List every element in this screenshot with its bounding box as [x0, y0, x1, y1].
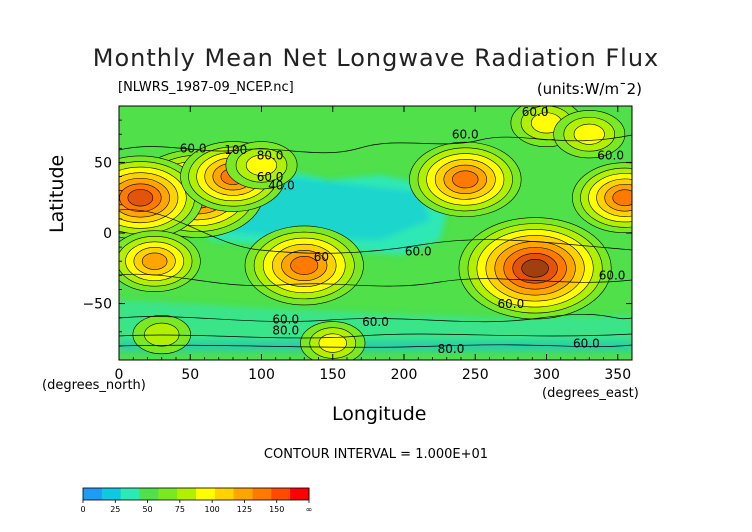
- colorbar-swatch: [252, 488, 272, 500]
- contour-label: 100: [224, 143, 247, 157]
- dataset-filename: [NLWRS_1987-09_NCEP.nc]: [118, 80, 294, 95]
- hotspot-9: [553, 110, 626, 159]
- contour-label: 40.0: [268, 178, 295, 192]
- contour-label: 80.0: [257, 149, 284, 163]
- x-tick-label: 0: [115, 367, 124, 383]
- chart-title: Monthly Mean Net Longwave Radiation Flux: [92, 44, 660, 72]
- colorbar-swatch: [214, 488, 235, 500]
- hotspot-level-90: [318, 333, 347, 353]
- hotspot-level-90: [246, 155, 277, 176]
- colorbar-swatch: [233, 488, 253, 500]
- contour-label: 60.0: [257, 170, 284, 184]
- plot-area: 60.0 100 80.060.040.060 60.060.060.060.060.…: [119, 105, 632, 360]
- x-tick-label: 250: [462, 367, 489, 383]
- colorbar-frame: [82, 487, 310, 501]
- contour-interval-note: CONTOUR INTERVAL = 1.000E+01: [263, 447, 489, 462]
- contour-label: 60.0: [522, 105, 549, 119]
- colorbar-tick-label: 0: [80, 505, 85, 514]
- high-flux-regions: [119, 106, 632, 360]
- contour-label: 60.0: [272, 312, 299, 326]
- y-axis-unit-label: (degrees_north): [42, 378, 146, 393]
- contour-label: 60.0: [597, 149, 624, 163]
- contour-label: 80.0: [272, 324, 299, 338]
- contour-label: 60.0: [599, 269, 626, 283]
- colorbar-swatch: [196, 488, 216, 500]
- x-tick-label: 200: [391, 367, 418, 383]
- hotspot-level-80: [144, 323, 180, 347]
- colorbar-swatch: [139, 488, 159, 500]
- colorbar-tick-label: 150: [269, 505, 284, 514]
- colorbar-swatch: [83, 488, 103, 500]
- x-axis-unit-label: (degrees_east): [542, 386, 639, 401]
- colorbar-swatch: [158, 488, 178, 500]
- y-axis-ticks: 50 0 −50: [82, 119, 632, 347]
- hotspot-1: [119, 155, 204, 240]
- contour-label: 60.0: [180, 142, 207, 156]
- hotspot-level-150: [521, 259, 549, 278]
- hotspot-level-135: [127, 189, 153, 207]
- colorbar-swatch: [120, 488, 140, 500]
- x-axis-label: Longitude: [332, 403, 427, 425]
- hotspot-level-90: [531, 112, 562, 134]
- x-axis-ticks: 0 50 100 150 200 250 300 350: [115, 106, 631, 383]
- hotspot-12: [132, 315, 191, 355]
- x-tick-label: 350: [604, 367, 631, 383]
- colorbar-tick-label: 25: [110, 505, 120, 514]
- colorbar: 0 25 50 75 100 125 150 ∞: [80, 487, 313, 514]
- x-tick-label: 150: [319, 367, 346, 383]
- contour-lines: [119, 134, 632, 348]
- contour-label: 60.0: [405, 245, 432, 259]
- colorbar-swatch: [177, 488, 197, 500]
- contour-label: 60: [314, 250, 329, 264]
- hotspot-level-120: [290, 256, 318, 275]
- contour-label: 60.0: [362, 315, 389, 329]
- hotspot-level-120: [612, 189, 632, 206]
- hotspot-10: [225, 141, 298, 190]
- colorbar-tick-label: 75: [175, 505, 185, 514]
- y-tick-label: −50: [82, 297, 112, 313]
- colorbar-tick-label: 100: [205, 505, 220, 514]
- hotspot-4: [244, 225, 364, 306]
- colorbar-tick-label: 50: [142, 505, 152, 514]
- hotspot-7: [572, 162, 632, 234]
- y-tick-label: 0: [103, 226, 112, 242]
- contour-labels: 60.0 100 80.060.040.060 60.060.060.060.060.…: [180, 105, 626, 356]
- colorbar-tick-label: ∞: [306, 505, 313, 514]
- units-label: (units:W/m¯2): [536, 80, 642, 98]
- hotspot-level-110: [142, 252, 168, 270]
- hotspot-11: [300, 321, 366, 360]
- y-tick-label: 50: [94, 155, 112, 171]
- hotspot-3: [119, 230, 201, 293]
- x-tick-label: 100: [248, 367, 275, 383]
- contour-label: 60.0: [452, 127, 479, 141]
- contour-label: 60.0: [498, 297, 525, 311]
- contour-label: 60.0: [573, 336, 600, 350]
- hotspot-5: [409, 141, 522, 217]
- hotspot-level-120: [452, 170, 479, 188]
- hotspot-level-90: [573, 124, 605, 145]
- colorbar-swatch: [290, 488, 310, 500]
- hotspot-6: [458, 217, 612, 320]
- colorbar-swatch: [101, 488, 122, 500]
- x-tick-label: 50: [181, 367, 199, 383]
- colorbar-tick-label: 125: [237, 505, 252, 514]
- colorbar-swatch: [271, 488, 291, 500]
- x-tick-label: 300: [533, 367, 560, 383]
- contour-label: 80.0: [438, 342, 465, 356]
